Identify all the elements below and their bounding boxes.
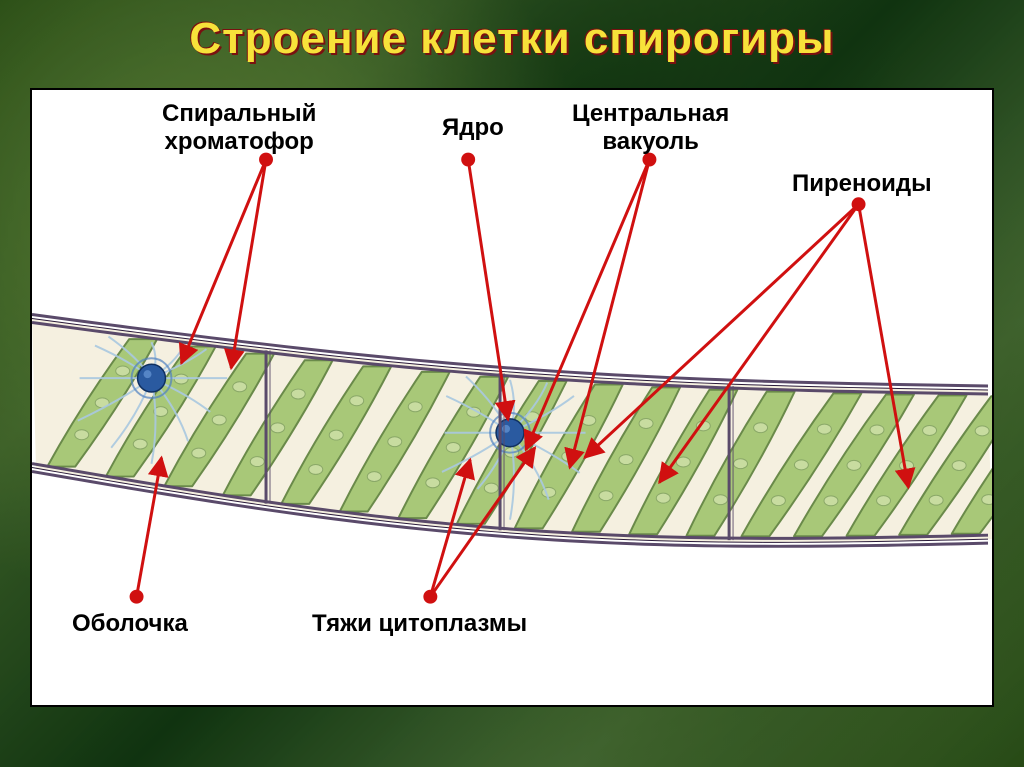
- title-text: Строение клетки спирогиры: [189, 14, 834, 63]
- label-cytoplasm: Тяжи цитоплазмы: [312, 610, 527, 638]
- diagram-panel: Спиральный хроматофор Ядро Центральная в…: [30, 88, 994, 707]
- page-title: Строение клетки спирогиры: [0, 14, 1024, 64]
- label-pyrenoids: Пиреноиды: [792, 170, 932, 198]
- label-membrane: Оболочка: [72, 610, 188, 638]
- label-chromatophore: Спиральный хроматофор: [162, 100, 316, 155]
- label-nucleus: Ядро: [442, 114, 504, 142]
- label-vacuole: Центральная вакуоль: [572, 100, 729, 155]
